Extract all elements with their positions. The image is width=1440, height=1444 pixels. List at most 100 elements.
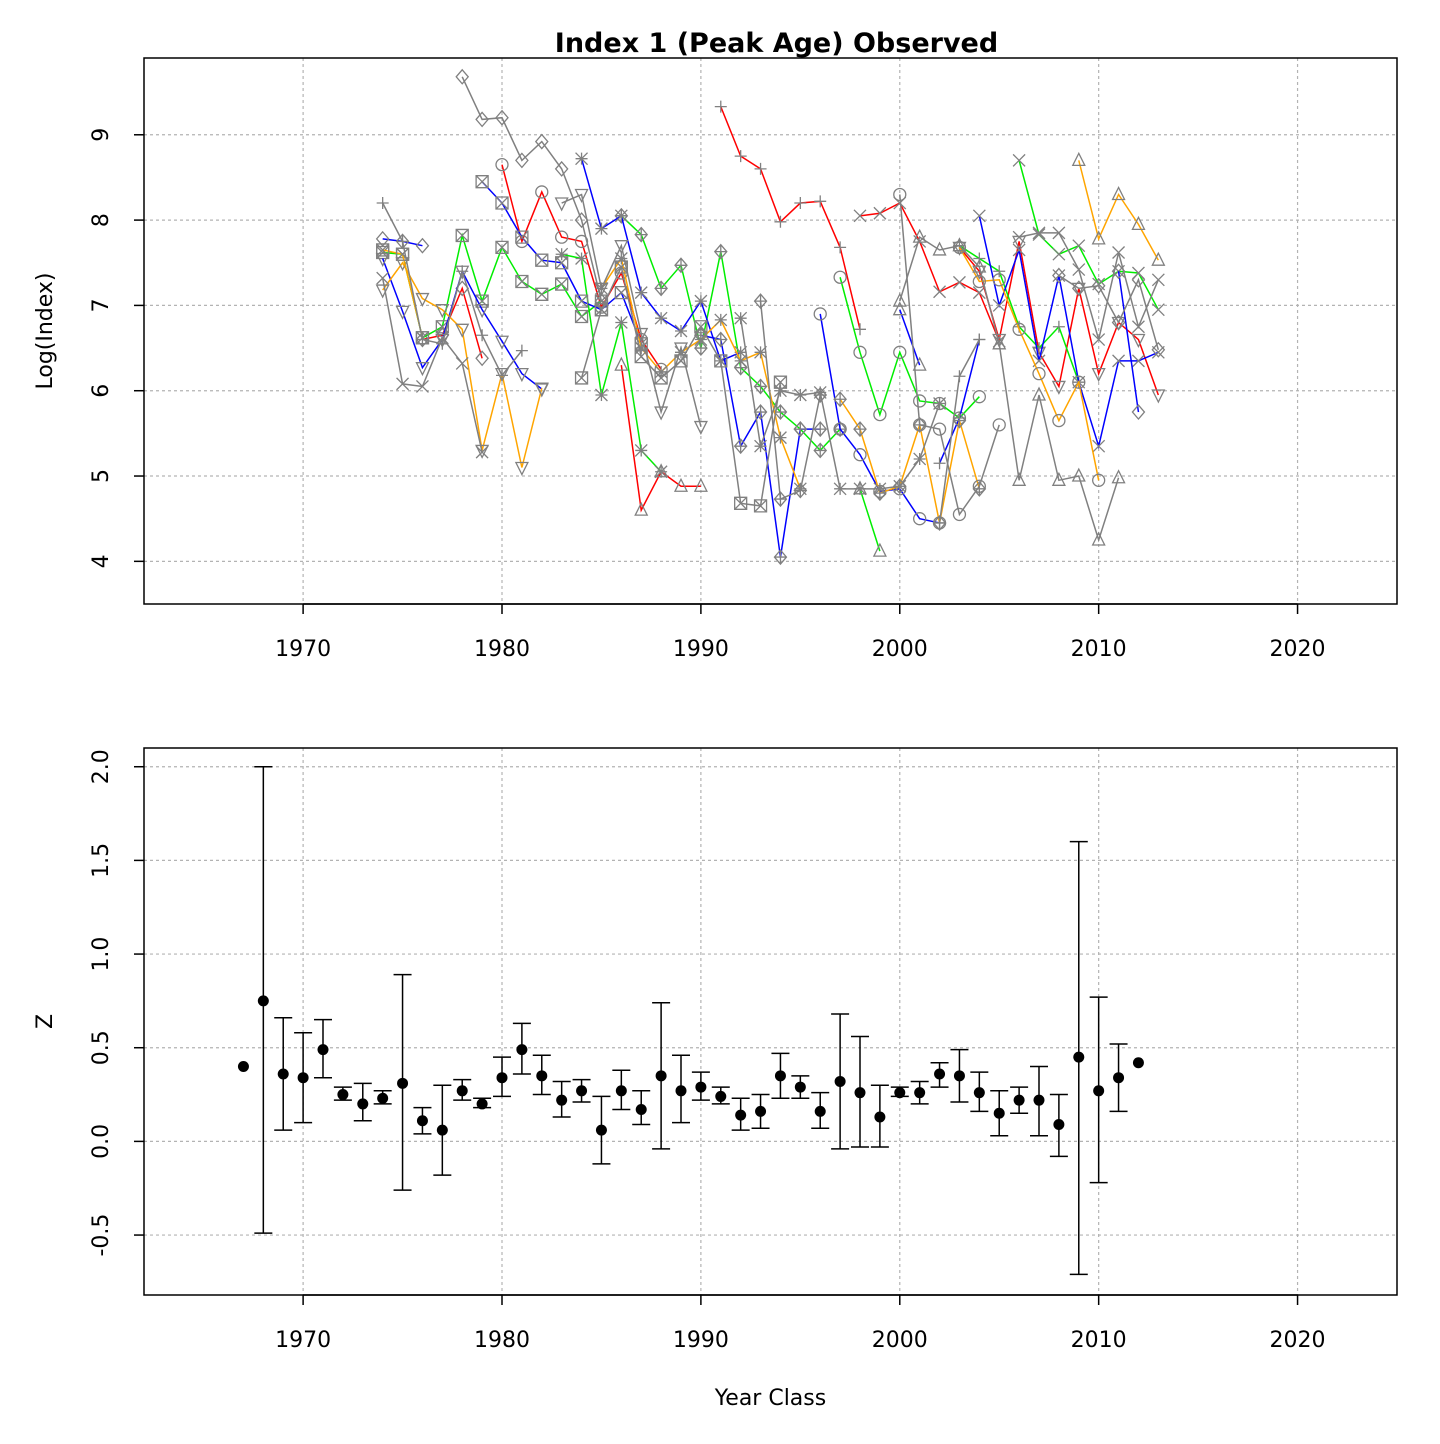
data-point (1091, 277, 1106, 294)
panel1-y-tick-label: 7 (89, 298, 114, 312)
data-point (1071, 151, 1086, 167)
data-point (237, 1060, 249, 1072)
data-point (1112, 354, 1126, 368)
data-point (655, 1070, 667, 1082)
data-point (416, 1115, 428, 1127)
data-point (475, 445, 489, 459)
data-point (1092, 473, 1106, 487)
series-line (561, 193, 702, 427)
data-point (634, 286, 648, 300)
panel1-y-tick-label: 5 (89, 469, 114, 483)
data-point (774, 215, 787, 228)
data-point (794, 1081, 806, 1093)
panel2-x-tick-label: 1990 (673, 1328, 729, 1353)
data-point (455, 356, 469, 370)
data-point (1111, 316, 1126, 331)
data-point (753, 293, 768, 310)
panel1-plot-frame (143, 57, 1398, 605)
data-point (376, 271, 390, 285)
data-point (415, 237, 430, 254)
data-point (893, 345, 907, 359)
data-point (972, 258, 987, 273)
series-line (1078, 160, 1159, 261)
data-point (992, 335, 1007, 350)
data-point (496, 369, 508, 382)
data-point (694, 320, 708, 334)
data-point (853, 421, 867, 438)
data-point (595, 1124, 607, 1136)
data-point (934, 1068, 946, 1080)
data-point (574, 294, 589, 308)
data-point (1072, 263, 1086, 277)
data-point (515, 274, 529, 289)
data-point (753, 499, 768, 513)
data-point (594, 303, 609, 317)
data-point (1131, 271, 1146, 288)
data-point (773, 431, 787, 445)
data-point (1052, 267, 1066, 284)
data-point (913, 418, 927, 432)
panel1-y-tick-label: 6 (89, 384, 114, 398)
data-point (317, 1044, 329, 1056)
series-line (382, 202, 523, 377)
data-point (397, 1077, 409, 1089)
series-line (461, 76, 603, 302)
data-point (715, 1090, 727, 1102)
data-point (834, 1075, 846, 1087)
series-line (839, 398, 981, 524)
panel1-title: Index 1 (Peak Age) Observed (555, 28, 998, 59)
data-point (654, 280, 668, 297)
data-point (654, 311, 668, 325)
data-point (574, 212, 589, 229)
data-point (993, 265, 1006, 278)
data-point (892, 292, 907, 307)
data-point (475, 175, 489, 189)
data-point (973, 252, 986, 265)
data-point (476, 1098, 488, 1110)
data-point (1013, 1094, 1025, 1106)
data-point (1073, 1051, 1085, 1063)
data-point (933, 285, 947, 299)
data-point (853, 209, 867, 223)
data-point (575, 252, 589, 265)
data-point (913, 452, 927, 466)
data-point (1092, 333, 1106, 346)
series-line (978, 215, 1159, 450)
data-point (872, 542, 887, 557)
data-point (1051, 471, 1066, 486)
data-point (754, 439, 768, 453)
data-point (912, 356, 927, 371)
data-point (634, 226, 649, 243)
data-point (515, 344, 528, 357)
data-point (475, 350, 489, 367)
data-point (1071, 282, 1086, 297)
data-point (1113, 1072, 1125, 1084)
data-point (1033, 1094, 1045, 1106)
data-point (1151, 251, 1166, 266)
data-point (376, 243, 390, 257)
panel2-y-tick-label: -0.5 (89, 1214, 114, 1257)
data-point (714, 100, 727, 113)
data-point (932, 241, 947, 256)
data-point (814, 1105, 826, 1117)
data-point (1072, 239, 1086, 253)
data-point (1111, 314, 1126, 331)
data-point (375, 252, 390, 267)
data-point (913, 512, 927, 526)
data-point (913, 394, 927, 408)
data-point (1012, 243, 1026, 257)
data-point (555, 277, 569, 291)
data-point (554, 197, 569, 212)
data-point (933, 516, 946, 529)
data-point (1052, 320, 1065, 333)
data-point (1091, 531, 1106, 546)
data-point (515, 230, 529, 244)
data-point (953, 370, 966, 383)
data-point (594, 388, 608, 402)
data-point (297, 1072, 309, 1084)
data-point (952, 275, 966, 289)
data-point (673, 477, 689, 492)
data-point (774, 1070, 786, 1082)
data-point (755, 1105, 767, 1117)
